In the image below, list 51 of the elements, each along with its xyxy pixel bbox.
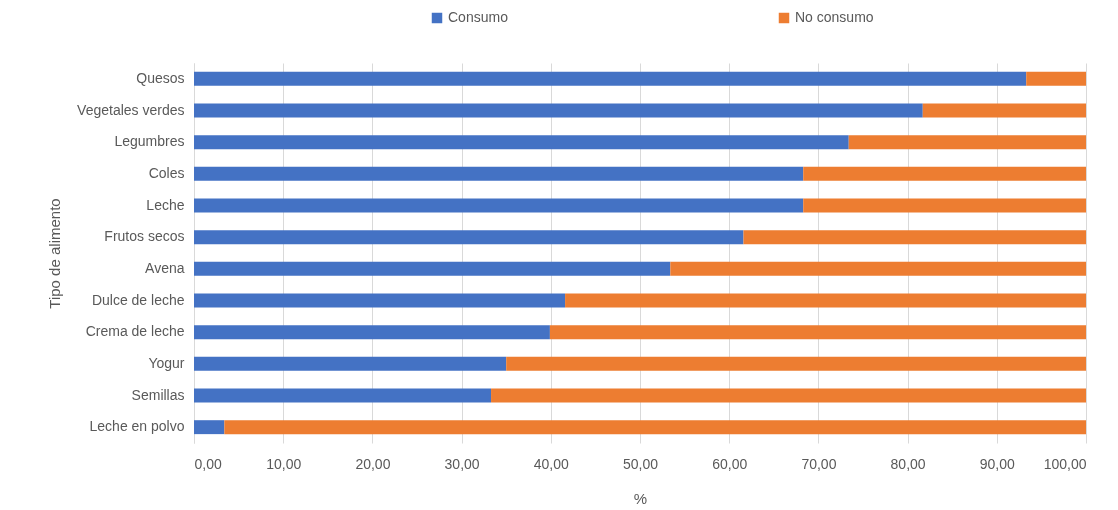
bar bbox=[1026, 71, 1086, 86]
bar bbox=[848, 135, 1086, 150]
legend-label: No consumo bbox=[795, 9, 874, 25]
y-tick-label: Dulce de leche bbox=[91, 291, 185, 308]
y-tick-label: Quesos bbox=[136, 69, 185, 86]
x-tick-label: 20,00 bbox=[355, 455, 391, 472]
bar bbox=[803, 166, 1086, 181]
bar bbox=[194, 325, 550, 340]
y-tick-label: Coles bbox=[148, 164, 185, 181]
bar bbox=[194, 388, 492, 403]
y-tick-label: Leche bbox=[146, 196, 185, 213]
bar bbox=[565, 293, 1086, 308]
bar bbox=[194, 420, 225, 435]
legend-label: Consumo bbox=[448, 9, 509, 25]
x-tick-label: 0,00 bbox=[194, 455, 222, 472]
x-tick-label: 70,00 bbox=[801, 455, 837, 472]
y-tick-label: Crema de leche bbox=[85, 323, 185, 340]
bar bbox=[491, 388, 1086, 403]
y-tick-label: Legumbres bbox=[114, 133, 185, 150]
x-tick-label: 10,00 bbox=[266, 455, 302, 472]
bar bbox=[224, 420, 1086, 435]
y-tick-label: Vegetales verdes bbox=[77, 101, 185, 118]
bar bbox=[194, 261, 671, 276]
bar bbox=[194, 293, 566, 308]
bar bbox=[803, 198, 1086, 213]
x-tick-label: 90,00 bbox=[979, 455, 1016, 472]
x-tick-label: 60,00 bbox=[712, 455, 748, 472]
y-tick-label: Avena bbox=[145, 259, 185, 276]
x-tick-label: 50,00 bbox=[622, 455, 659, 472]
x-tick-label: 30,00 bbox=[444, 455, 480, 472]
bar bbox=[194, 71, 1027, 86]
x-tick-label: 40,00 bbox=[533, 455, 570, 472]
y-tick-label: Semillas bbox=[131, 386, 185, 403]
y-axis-title: Tipo de alimento bbox=[46, 198, 64, 309]
x-tick-label: 100,00 bbox=[1043, 455, 1087, 472]
x-axis-title: % bbox=[633, 489, 648, 507]
bar bbox=[194, 135, 849, 150]
bar bbox=[194, 230, 744, 245]
bar bbox=[194, 356, 507, 371]
y-tick-label: Leche en polvo bbox=[89, 418, 185, 435]
bar bbox=[743, 230, 1086, 245]
bar bbox=[194, 166, 804, 181]
bar bbox=[194, 198, 804, 213]
bar bbox=[506, 356, 1086, 371]
bar bbox=[549, 325, 1086, 340]
y-tick-label: Yogur bbox=[148, 354, 185, 371]
x-tick-label: 80,00 bbox=[890, 455, 926, 472]
bar bbox=[194, 103, 923, 118]
bar bbox=[670, 261, 1086, 276]
bar bbox=[922, 103, 1086, 118]
y-tick-label: Frutos secos bbox=[104, 228, 185, 245]
